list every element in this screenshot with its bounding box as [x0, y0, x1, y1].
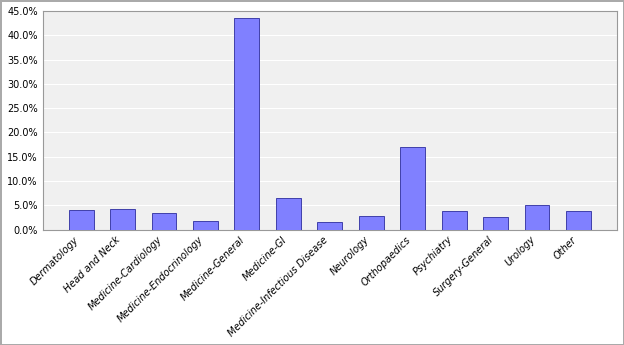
Bar: [483, 217, 508, 230]
Bar: [525, 205, 550, 230]
Bar: [152, 213, 177, 230]
Bar: [235, 18, 260, 230]
Bar: [69, 210, 94, 230]
Bar: [566, 211, 591, 230]
Bar: [318, 223, 342, 230]
Bar: [442, 211, 467, 230]
Bar: [359, 216, 384, 230]
Bar: [110, 209, 135, 230]
Bar: [400, 147, 425, 230]
Bar: [276, 198, 301, 230]
Bar: [193, 221, 218, 230]
